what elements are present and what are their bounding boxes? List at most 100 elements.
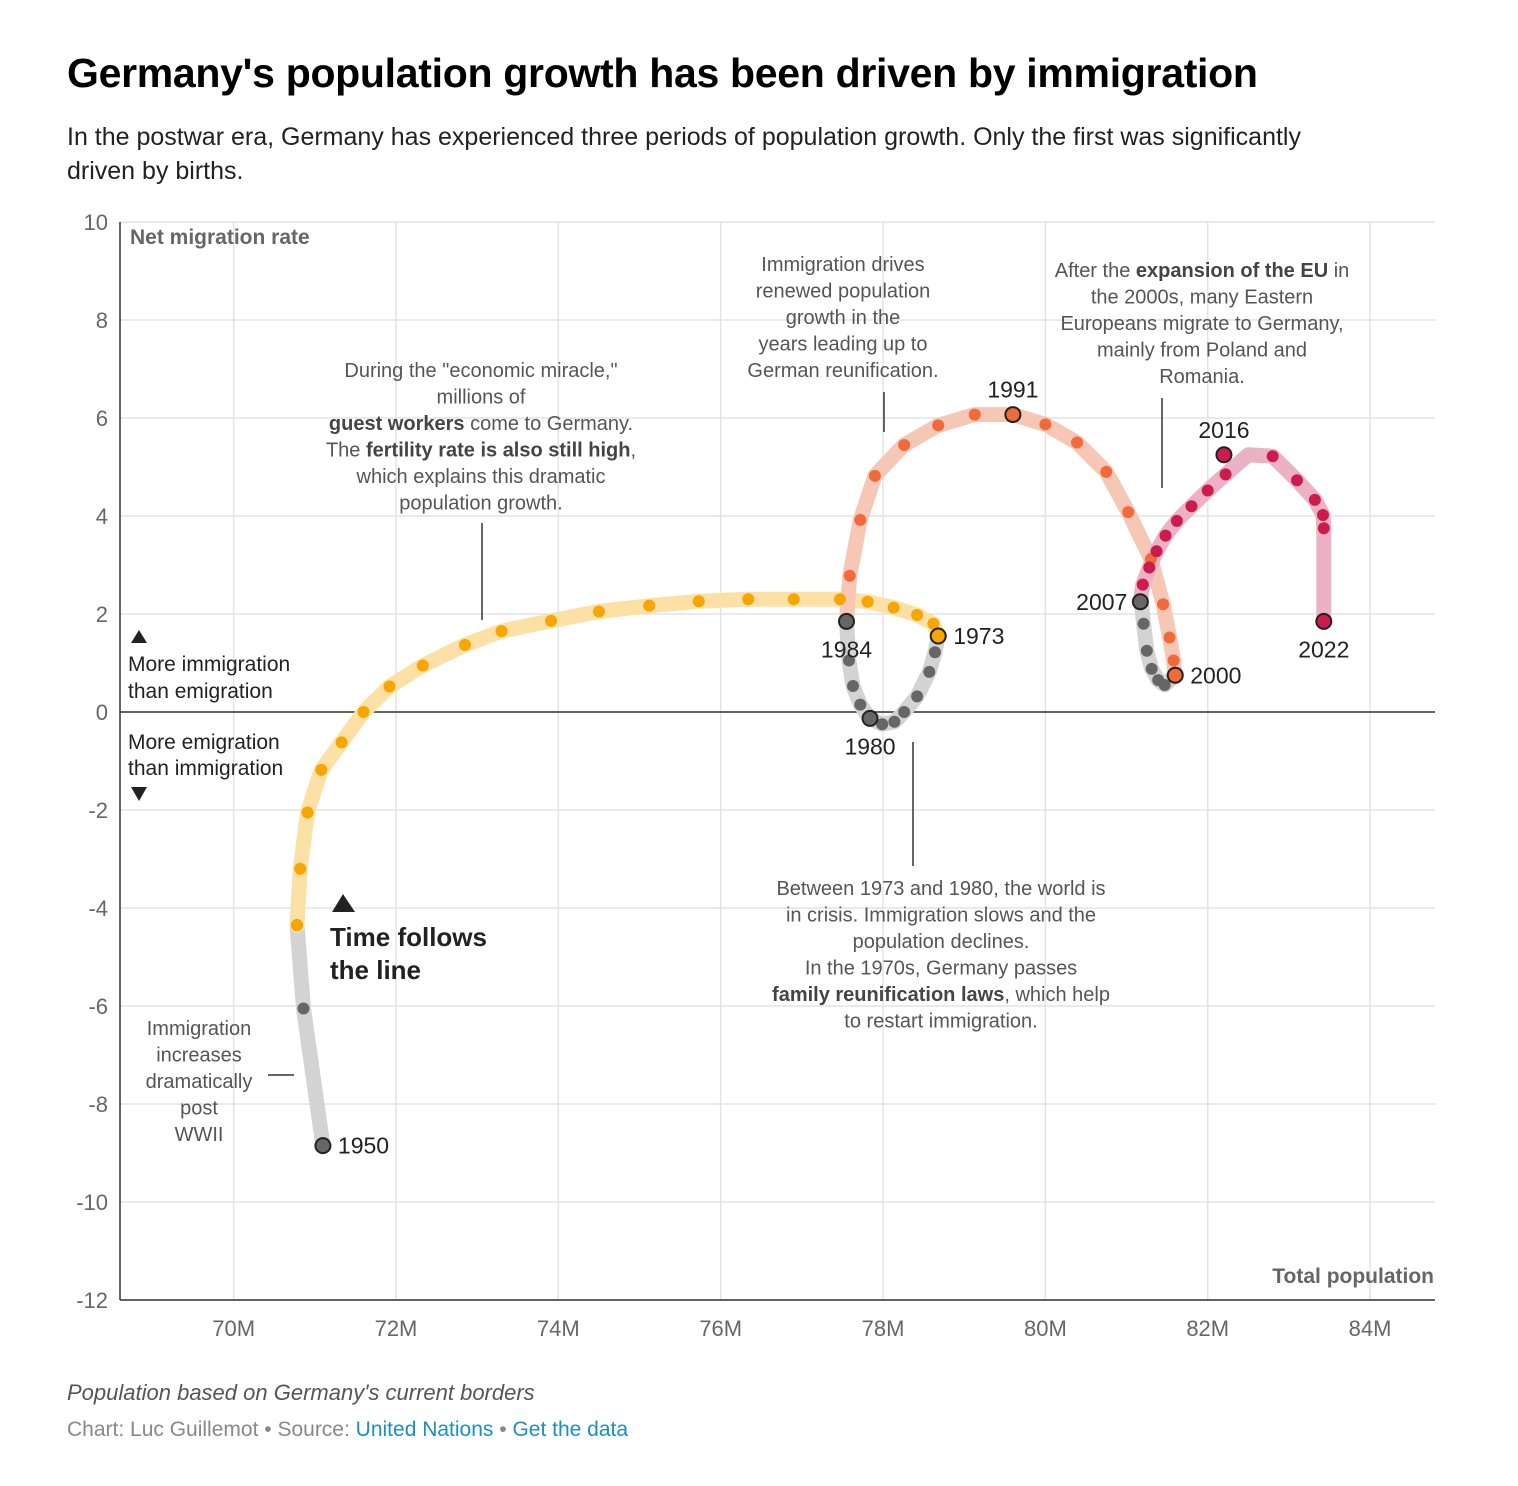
- annotation-line: WWII: [175, 1124, 224, 1146]
- data-point: [1316, 509, 1329, 522]
- annotation-line: renewed population: [756, 281, 931, 303]
- data-point: [1163, 631, 1176, 644]
- time-follows-label: Time follows: [330, 922, 487, 952]
- chart-subtitle: In the postwar era, Germany has experien…: [67, 123, 1301, 185]
- year-labels: 1950 1973 1980 1984 1991 2000 2007 2016 2022: [314, 377, 1349, 1159]
- annotation-text: ,: [630, 440, 636, 462]
- data-point: [335, 736, 348, 749]
- data-point: [643, 599, 656, 612]
- annotation-text: dramatically: [146, 1071, 253, 1093]
- annotation-text: After the: [1055, 260, 1136, 282]
- data-point: [592, 605, 605, 618]
- x-tick-label: 80M: [1024, 1316, 1067, 1341]
- annotation-text: years leading up to: [758, 334, 927, 356]
- annotation-line: the 2000s, many Eastern: [1091, 287, 1313, 309]
- data-point: [1159, 529, 1172, 542]
- annotation-text: Immigration: [147, 1018, 251, 1040]
- data-point: [1152, 674, 1165, 687]
- data-point: [911, 690, 924, 703]
- data-point: [1308, 493, 1321, 506]
- labeled-data-point: [1131, 593, 1149, 611]
- data-point: [545, 614, 558, 627]
- data-point: [1317, 522, 1330, 535]
- series-bands: [289, 407, 1332, 1154]
- data-point: [843, 569, 856, 582]
- year-label: 1950: [338, 1133, 389, 1159]
- annotation-postwar: Immigration increases dramatically post WWII: [146, 1018, 253, 1146]
- annotation-text: , which help: [1004, 984, 1110, 1006]
- y-tick-label: -10: [76, 1190, 108, 1215]
- annotation-line: family reunification laws, which help: [772, 984, 1110, 1006]
- annotation-reunification: Immigration drives renewed population grow…: [747, 254, 938, 382]
- y-tick-label: 0: [96, 700, 108, 725]
- labeled-data-point: [1004, 406, 1022, 424]
- annotation-text: in crisis. Immigration slows and the: [786, 905, 1096, 927]
- annotation-text: which explains this dramatic: [356, 466, 606, 488]
- data-point: [1291, 474, 1304, 487]
- annotation-text: German reunification.: [747, 360, 938, 382]
- annotation-crisis: Between 1973 and 1980, the world is in cr…: [772, 878, 1110, 1033]
- data-point: [898, 706, 911, 718]
- annotation-line: Between 1973 and 1980, the world is: [776, 878, 1105, 900]
- annotation-text: Immigration drives: [761, 254, 924, 276]
- data-point: [868, 469, 881, 482]
- year-label: 1991: [987, 377, 1038, 403]
- annotation-economic-miracle: During the "economic miracle," millions o…: [326, 360, 636, 515]
- x-tick-label: 78M: [862, 1316, 905, 1341]
- data-point: [1039, 418, 1052, 431]
- more-immigration-label: More immigration: [128, 653, 290, 676]
- y-tick-label: -8: [88, 1092, 108, 1117]
- annotation-line: years leading up to: [758, 334, 927, 356]
- credit-separator: •: [258, 1418, 278, 1441]
- data-point: [294, 862, 307, 875]
- annotation-emphasis: guest workers: [329, 413, 465, 435]
- y-tick-label: -4: [88, 896, 108, 921]
- data-point: [888, 715, 901, 728]
- labeled-data-point: [1166, 666, 1184, 684]
- annotation-text: The: [326, 440, 366, 462]
- data-point: [911, 608, 924, 621]
- y-tick-label: 8: [96, 308, 108, 333]
- annotation-line: The fertility rate is also still high,: [326, 440, 636, 462]
- data-point: [1157, 598, 1170, 611]
- annotation-line: Europeans migrate to Germany,: [1060, 313, 1343, 335]
- data-point: [1219, 468, 1232, 481]
- source-link[interactable]: United Nations: [355, 1418, 494, 1441]
- year-label: 1973: [953, 623, 1004, 649]
- annotation-line: guest workers come to Germany.: [329, 413, 633, 435]
- annotation-line: Romania.: [1159, 366, 1245, 388]
- data-point: [315, 763, 328, 776]
- annotation-line: in crisis. Immigration slows and the: [786, 905, 1096, 927]
- data-point: [297, 1002, 310, 1015]
- annotation-text: Europeans migrate to Germany,: [1060, 313, 1343, 335]
- data-point: [876, 718, 889, 731]
- data-point: [854, 698, 867, 711]
- credit-text: Chart: Luc Guillemot: [67, 1418, 259, 1441]
- annotation-text: millions of: [437, 387, 526, 409]
- more-immigration-label: than emigration: [128, 680, 273, 703]
- more-emigration-label: More emigration: [128, 731, 280, 754]
- data-point: [927, 617, 940, 630]
- data-point: [861, 595, 874, 608]
- data-point: [1137, 617, 1150, 630]
- x-axis-title: Total population: [1272, 1265, 1434, 1288]
- data-point: [458, 638, 471, 651]
- time-follows-label: the line: [330, 955, 421, 985]
- annotation-line: dramatically: [146, 1071, 253, 1093]
- data-point: [1071, 436, 1084, 449]
- data-point: [887, 601, 900, 614]
- annotation-line: millions of: [437, 387, 526, 409]
- y-tick-label: -12: [76, 1288, 108, 1313]
- data-point: [846, 680, 859, 693]
- annotation-text: come to Germany.: [465, 413, 634, 435]
- labeled-data-point: [929, 627, 947, 645]
- get-data-link[interactable]: Get the data: [512, 1418, 629, 1441]
- annotation-text: the 2000s, many Eastern: [1091, 287, 1313, 309]
- labeled-data-point: [1215, 446, 1233, 464]
- series-band-growth1: [289, 591, 946, 933]
- more-emigration-label: than immigration: [128, 757, 283, 780]
- data-point: [495, 625, 508, 638]
- y-tick-label: 6: [96, 406, 108, 431]
- data-point: [357, 706, 370, 718]
- source-label: Source:: [277, 1418, 356, 1441]
